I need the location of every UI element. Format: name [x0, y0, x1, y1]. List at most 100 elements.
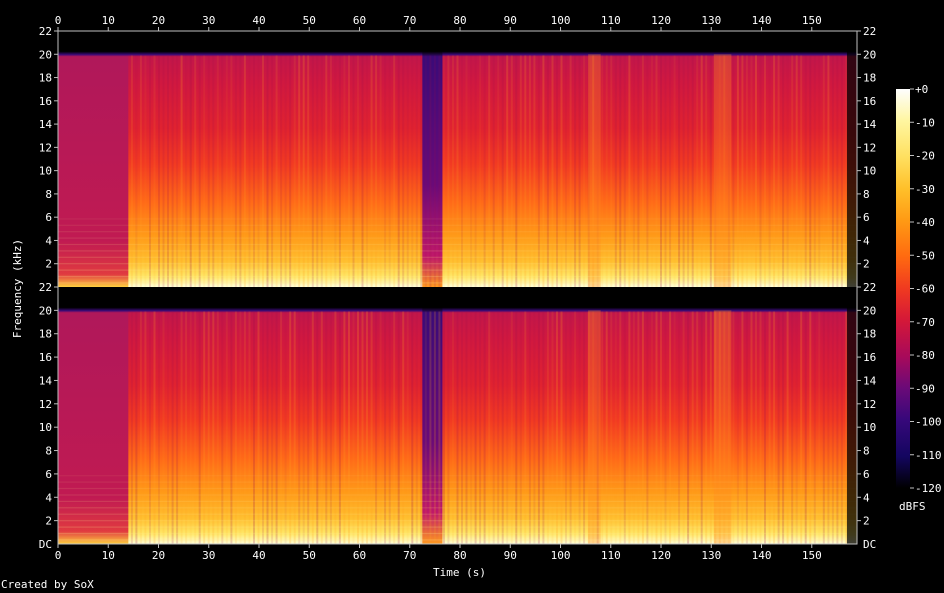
texture-streak: [840, 55, 843, 288]
texture-streak: [623, 311, 626, 544]
texture-streak: [239, 311, 242, 544]
colorbar-tick-label: -70: [915, 316, 935, 329]
texture-streak: [447, 311, 450, 544]
x-tick-label-top: 110: [601, 14, 621, 27]
x-tick-label-bottom: 20: [152, 549, 165, 562]
quiet-segment: [422, 31, 443, 287]
colorbar-tick-label: -50: [915, 249, 935, 262]
harmonic-band: [58, 237, 857, 239]
y-tick-label-left: 2: [45, 515, 52, 528]
texture-streak: [524, 55, 527, 288]
texture-streak: [348, 55, 350, 288]
texture-streak: [655, 311, 658, 544]
texture-streak: [320, 311, 323, 544]
y-tick-label-left: 4: [45, 234, 52, 247]
texture-streak: [162, 311, 165, 544]
texture-streak: [682, 311, 685, 544]
texture-streak: [596, 311, 599, 544]
texture-streak: [415, 311, 418, 544]
texture-streak: [718, 311, 721, 544]
y-tick-label-right: 16: [863, 351, 876, 364]
texture-streak: [230, 311, 233, 544]
y-tick-label-left: 6: [45, 211, 52, 224]
y-tick-label-left: 20: [39, 48, 52, 61]
harmonic-band: [58, 475, 857, 477]
texture-streak: [773, 55, 776, 288]
y-tick-label-right: 18: [863, 328, 876, 341]
texture-streak: [827, 55, 830, 288]
texture-streak: [253, 55, 255, 288]
x-tick-label-bottom: 50: [303, 549, 316, 562]
texture-streak: [293, 311, 296, 544]
texture-streak: [474, 311, 477, 544]
texture-streak: [397, 55, 400, 288]
texture-streak: [424, 55, 427, 288]
texture-streak: [678, 311, 681, 544]
texture-streak: [402, 311, 405, 544]
texture-streak: [673, 55, 676, 288]
texture-streak: [406, 55, 409, 288]
texture-streak: [180, 55, 183, 288]
harmonic-band: [58, 532, 857, 535]
texture-streak: [139, 55, 142, 288]
texture-streak: [836, 311, 839, 544]
texture-streak: [664, 311, 667, 544]
x-tick-label-bottom: 90: [504, 549, 517, 562]
texture-streak: [334, 55, 337, 288]
texture-streak: [135, 311, 138, 544]
texture-streak: [809, 55, 812, 288]
texture-streak: [470, 55, 473, 288]
texture-streak: [497, 55, 500, 288]
texture-streak: [311, 55, 314, 288]
y-tick-label-left: 4: [45, 491, 52, 504]
x-tick-label-bottom: 0: [55, 549, 62, 562]
texture-streak: [524, 311, 527, 544]
texture-streak: [411, 311, 414, 544]
texture-streak: [800, 311, 803, 544]
texture-streak: [384, 55, 387, 288]
y-tick-label-left: 16: [39, 351, 52, 364]
harmonic-band: [58, 520, 857, 522]
texture-streak: [569, 55, 572, 288]
texture-streak: [130, 311, 133, 544]
texture-streak: [714, 55, 717, 288]
texture-streak: [619, 311, 622, 544]
texture-streak: [687, 55, 690, 288]
texture-streak: [637, 311, 640, 544]
x-tick-label-bottom: 10: [102, 549, 115, 562]
texture-streak: [198, 55, 201, 288]
texture-streak: [402, 55, 405, 288]
texture-streak: [433, 311, 436, 544]
texture-streak: [203, 55, 206, 288]
texture-streak: [705, 55, 708, 288]
texture-streak: [433, 55, 436, 288]
x-tick-label-bottom: 100: [551, 549, 571, 562]
texture-streak: [718, 55, 721, 288]
texture-streak: [293, 55, 296, 288]
texture-streak: [234, 311, 237, 544]
texture-streak: [506, 55, 509, 288]
texture-streak: [605, 55, 608, 288]
x-tick-label-top: 20: [152, 14, 165, 27]
texture-streak: [393, 55, 396, 288]
colorbar-unit-label: dBFS: [899, 500, 926, 513]
texture-streak: [822, 55, 825, 288]
texture-streak: [307, 311, 310, 544]
y-tick-label-right: 12: [863, 141, 876, 154]
texture-streak: [438, 55, 441, 288]
texture-streak: [669, 311, 672, 544]
y-tick-label-right: 8: [863, 445, 870, 458]
texture-streak: [696, 55, 699, 288]
texture-streak: [361, 55, 364, 288]
texture-streak: [542, 311, 545, 544]
texture-streak: [343, 55, 346, 288]
texture-streak: [225, 311, 228, 544]
texture-streak: [537, 311, 540, 544]
y-tick-label-right: 10: [863, 165, 876, 178]
colorbar-tick-label: -110: [915, 449, 942, 462]
y-tick-label-right: 16: [863, 95, 876, 108]
texture-streak: [700, 55, 703, 288]
x-tick-label-bottom: 30: [202, 549, 215, 562]
x-tick-label-bottom: 120: [651, 549, 671, 562]
texture-streak: [646, 311, 649, 544]
